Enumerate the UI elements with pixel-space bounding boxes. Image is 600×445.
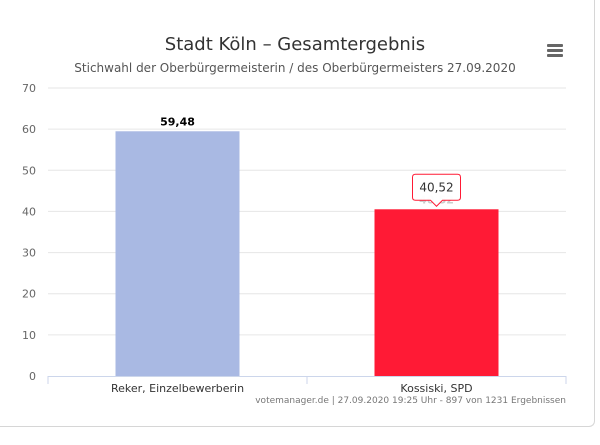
hamburger-menu-icon[interactable]	[544, 41, 566, 59]
x-category-label: Kossiski, SPD	[400, 382, 472, 395]
y-tick-label: 40	[22, 205, 36, 218]
tooltip-box	[412, 173, 461, 207]
menu-line	[547, 44, 563, 47]
credits-text[interactable]: votemanager.de | 27.09.2020 19:25 Uhr - …	[255, 396, 566, 406]
y-tick-label: 70	[22, 82, 36, 95]
tooltip-text: 40,52	[419, 180, 453, 194]
y-tick-label: 30	[22, 247, 36, 260]
data-label: 59,48	[160, 115, 195, 128]
bar-2[interactable]	[374, 209, 499, 376]
y-tick-label: 50	[22, 164, 36, 177]
chart-title: Stadt Köln – Gesamtergebnis	[164, 34, 426, 55]
chart-subtitle: Stichwahl der Oberbürgermeisterin / des …	[74, 61, 516, 75]
bar-1[interactable]	[115, 131, 240, 376]
y-tick-label: 10	[22, 329, 36, 342]
y-tick-label: 60	[22, 123, 36, 136]
x-category-label: Reker, Einzelbewerberin	[111, 382, 244, 395]
menu-line	[547, 54, 563, 57]
y-tick-label: 0	[29, 370, 36, 383]
chart-container	[0, 0, 595, 427]
menu-line	[547, 49, 563, 52]
y-tick-label: 20	[22, 288, 36, 301]
